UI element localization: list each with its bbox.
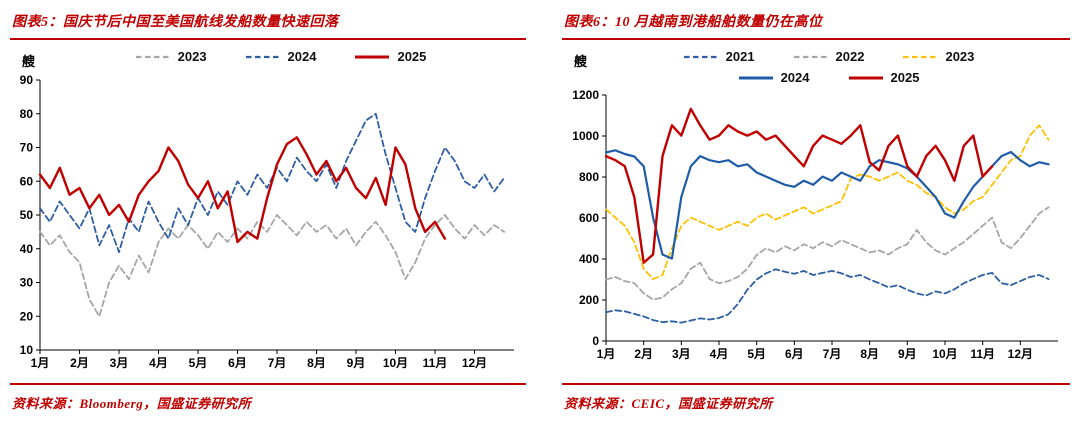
legend-label: 2025 [890, 70, 920, 85]
svg-text:50: 50 [20, 208, 34, 222]
legend-item-2025: 2025 [354, 49, 426, 64]
svg-text:90: 90 [20, 73, 34, 87]
svg-text:0: 0 [592, 334, 599, 348]
svg-text:1000: 1000 [572, 129, 599, 143]
svg-text:4月: 4月 [710, 347, 729, 361]
figure6-source: 资料来源：CEIC，国盛证券研究所 [562, 383, 1070, 422]
legend-label: 2024 [287, 49, 317, 64]
legend-line-sample [793, 53, 829, 61]
svg-text:3月: 3月 [110, 356, 129, 370]
svg-text:800: 800 [579, 170, 599, 184]
legend-line-sample [738, 74, 774, 82]
svg-text:12月: 12月 [1008, 347, 1033, 361]
svg-text:12月: 12月 [462, 356, 487, 370]
legend-label: 2024 [780, 70, 810, 85]
svg-text:10月: 10月 [383, 356, 408, 370]
svg-text:600: 600 [579, 211, 599, 225]
legend-line-sample [135, 53, 171, 61]
legend-item-2025: 2025 [848, 70, 920, 85]
figure5-line-chart: 10 20 30 40 50 60 70 80 90 1月 2月 3月 4月 5月 6月 7月 8月 9月 10月 1… [20, 73, 514, 370]
figure5-source: 资料来源：Bloomberg，国盛证券研究所 [10, 383, 526, 422]
svg-text:1200: 1200 [572, 88, 599, 102]
legend-row: 2024 2025 [738, 70, 920, 85]
figure6-panel: 图表6：10 月越南到港船舶数量仍在高位 艘 2021 2022 2023 2024 2… [540, 0, 1080, 422]
svg-text:9月: 9月 [347, 356, 366, 370]
figure6-y-axis-unit: 艘 [574, 54, 588, 69]
svg-text:3月: 3月 [672, 347, 691, 361]
svg-text:10月: 10月 [932, 347, 957, 361]
legend-item-2021: 2021 [683, 49, 755, 64]
svg-text:40: 40 [20, 242, 34, 256]
svg-text:60: 60 [20, 174, 34, 188]
legend-line-sample [848, 74, 884, 82]
legend-line-sample [902, 53, 938, 61]
svg-text:30: 30 [20, 276, 34, 290]
svg-text:6月: 6月 [228, 356, 247, 370]
svg-text:80: 80 [20, 107, 34, 121]
svg-text:2月: 2月 [634, 347, 653, 361]
legend-row: 2023 2024 2025 [135, 49, 426, 64]
legend-row: 2021 2022 2023 [683, 49, 974, 64]
figure5-panel: 图表5：国庆节后中国至美国航线发船数量快速回落 艘 2023 2024 2025 1… [10, 4, 526, 422]
svg-text:7月: 7月 [268, 356, 287, 370]
figure6-title: 图表6：10 月越南到港船舶数量仍在高位 [562, 4, 1070, 40]
legend-label: 2021 [725, 49, 755, 64]
legend-item-2023: 2023 [902, 49, 974, 64]
svg-text:11月: 11月 [423, 356, 448, 370]
legend-item-2023: 2023 [135, 49, 207, 64]
figure6-legend: 2021 2022 2023 2024 2025 [587, 49, 1070, 85]
svg-text:8月: 8月 [307, 356, 326, 370]
svg-text:7月: 7月 [823, 347, 842, 361]
legend-line-sample [245, 53, 281, 61]
svg-text:20: 20 [20, 309, 34, 323]
figure6-chart-header: 艘 2021 2022 2023 2024 2025 [562, 49, 1070, 85]
svg-text:200: 200 [579, 293, 599, 307]
svg-text:6月: 6月 [785, 347, 804, 361]
svg-text:70: 70 [20, 141, 34, 155]
legend-label: 2022 [835, 49, 865, 64]
svg-text:9月: 9月 [898, 347, 917, 361]
legend-line-sample [354, 53, 390, 61]
legend-item-2022: 2022 [793, 49, 865, 64]
legend-item-2024: 2024 [738, 70, 810, 85]
svg-text:10: 10 [20, 343, 34, 357]
legend-label: 2023 [945, 49, 975, 64]
legend-label: 2025 [397, 49, 427, 64]
figure5-y-axis-unit: 艘 [22, 54, 36, 69]
svg-text:5月: 5月 [747, 347, 766, 361]
svg-text:11月: 11月 [970, 347, 995, 361]
svg-text:5月: 5月 [189, 356, 208, 370]
figure5-legend: 2023 2024 2025 [35, 49, 526, 64]
svg-text:8月: 8月 [860, 347, 879, 361]
svg-text:400: 400 [579, 252, 599, 266]
svg-text:1月: 1月 [31, 356, 50, 370]
legend-line-sample [683, 53, 719, 61]
legend-item-2024: 2024 [245, 49, 317, 64]
figure6-line-chart: 0 200 400 600 800 1000 1200 1月 2月 3月 4月 5月 6月 7月 8月 9月 1… [572, 88, 1058, 361]
figure5-chart-header: 艘 2023 2024 2025 [10, 49, 526, 70]
legend-label: 2023 [177, 49, 207, 64]
svg-text:2月: 2月 [70, 356, 89, 370]
figure5-title: 图表5：国庆节后中国至美国航线发船数量快速回落 [10, 4, 526, 40]
svg-text:4月: 4月 [149, 356, 168, 370]
svg-text:1月: 1月 [597, 347, 616, 361]
